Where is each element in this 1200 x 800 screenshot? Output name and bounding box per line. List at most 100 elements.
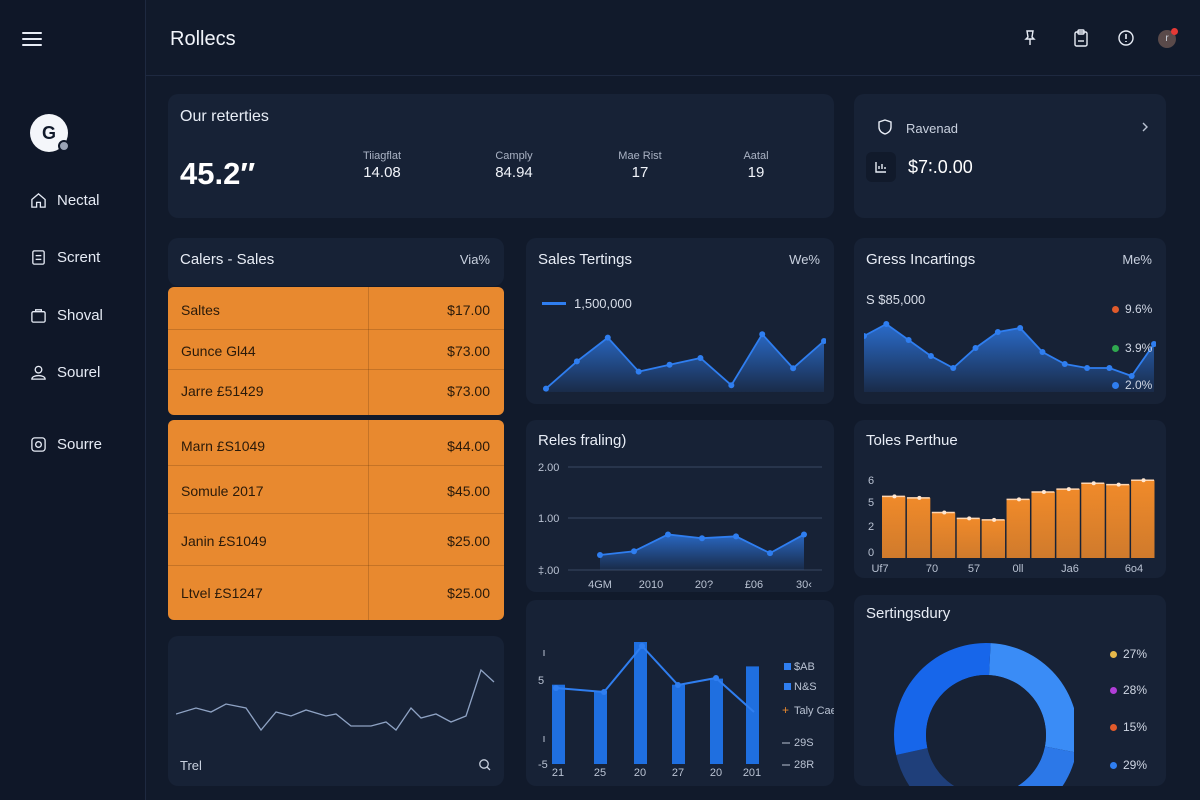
data-point — [967, 516, 972, 521]
sales-table-group: Marn £S1049 $44.00 Somule 2017 $45.00 Ja… — [168, 420, 504, 620]
data-point — [597, 552, 603, 559]
stat-label: Tiiagflat — [362, 150, 402, 162]
legend-label: $AB — [794, 661, 815, 673]
bar — [710, 678, 723, 764]
x-tick-label: 0ll — [1012, 563, 1023, 575]
data-point — [917, 495, 922, 500]
stat-value: 19 — [747, 164, 765, 181]
sidebar-item-shoval[interactable]: Shoval — [30, 303, 103, 327]
donut-slice — [1017, 746, 1074, 786]
data-point — [699, 535, 705, 542]
series-line — [555, 644, 755, 713]
sidebar-item-label: Sourre — [57, 435, 103, 453]
data-point — [759, 331, 766, 338]
y-tick-label: 6 — [868, 475, 874, 487]
stat-item: Aatal 19 — [738, 150, 774, 181]
x-tick-label: 57 — [968, 563, 980, 575]
revenue-card[interactable]: Ravenad $7∶.0.00 — [854, 94, 1166, 218]
search-icon[interactable] — [478, 758, 492, 772]
series-line — [545, 332, 825, 390]
row-value: $44.00 — [447, 438, 490, 454]
data-point — [994, 329, 1001, 335]
data-point — [1141, 478, 1146, 483]
bar — [746, 666, 759, 764]
data-point — [713, 675, 719, 681]
rates-card: Reles fraling) 2.00 1.00 ‡.00 4GM 2010 20? £06… — [526, 420, 834, 592]
clipboard-icon[interactable] — [1071, 28, 1091, 48]
x-tick-label: £06 — [745, 579, 763, 591]
data-point — [883, 321, 890, 327]
stat-value: 17 — [631, 164, 649, 181]
sidebar-item-sourre[interactable]: Sourre — [30, 432, 102, 456]
y-tick-label: ‡.00 — [538, 565, 559, 577]
legend-swatch — [542, 302, 566, 305]
table-row[interactable]: Gunce Gl44 $73.00 — [168, 330, 504, 370]
brand-logo[interactable]: G — [30, 114, 68, 152]
data-point — [553, 685, 559, 691]
sidebar-item-sourel[interactable]: Sourel — [30, 360, 100, 384]
stat-label: Mae Rist — [618, 150, 662, 162]
avatar[interactable]: r — [1158, 28, 1178, 48]
status-dot — [58, 140, 70, 152]
legend-label: 3.9% — [1125, 341, 1153, 355]
legend-dot — [1110, 650, 1117, 658]
bars-chart: 5 -5 21 25 20 27 20 201 $AB N&S + Taly Caelk 29S 28R — [538, 642, 834, 779]
stat-value: 84.94 — [495, 164, 533, 181]
row-name: Marn £S1049 — [181, 438, 266, 454]
legend-label: 2.0% — [1125, 378, 1153, 392]
x-tick-label: 25 — [594, 767, 606, 779]
stat-item: Mae Rist 17 — [616, 150, 664, 181]
bar — [882, 496, 906, 558]
x-tick-label: 201 — [743, 767, 761, 779]
data-point — [543, 385, 549, 392]
x-tick-label: 4GM — [588, 579, 612, 591]
data-point — [790, 365, 797, 372]
chevron-right-icon[interactable] — [1140, 122, 1150, 132]
x-tick-label: 20 — [634, 767, 646, 779]
table-row[interactable]: Ltvel £S1247 $25.00 — [168, 566, 504, 620]
revenue-value: $7∶.0.00 — [908, 157, 973, 177]
legend-item: 2.0% — [1112, 378, 1152, 392]
row-value: $17.00 — [447, 302, 490, 318]
row-name: Janin £S1049 — [181, 533, 267, 549]
donut-chart — [894, 643, 1074, 786]
table-row[interactable]: Saltes $17.00 — [168, 287, 504, 330]
sidebar-item-nectal[interactable]: Nectal — [30, 188, 100, 212]
bar — [1056, 489, 1080, 558]
donut-card: Sertingsdury 27% 28% 15% 29% — [854, 595, 1166, 786]
data-point — [1091, 481, 1096, 486]
legend-label: N&S — [794, 681, 817, 693]
pin-icon[interactable] — [1020, 28, 1040, 48]
bar — [1006, 499, 1030, 558]
sales-tertings-chart — [543, 331, 826, 392]
trend-card: Trel — [168, 636, 504, 786]
y-tick-label: 1.00 — [538, 513, 559, 525]
bar — [634, 642, 647, 764]
sidebar-item-scrent[interactable]: Scrent — [30, 245, 100, 269]
legend-item: 29% — [1110, 758, 1147, 772]
data-point — [864, 333, 867, 339]
data-point — [1017, 497, 1021, 502]
table-row[interactable]: Janin £S1049 $25.00 — [168, 514, 504, 566]
gross-card: Gress Incartings Me% S $85,000 9.6% 3.9%… — [854, 238, 1166, 404]
menu-icon[interactable] — [22, 30, 44, 48]
legend-marker: + — [782, 703, 789, 717]
tolls-title: Toles Perthue — [866, 432, 958, 449]
alert-icon[interactable] — [1116, 28, 1136, 48]
briefcase-icon — [31, 308, 46, 323]
top-bar: Rollecs r — [146, 0, 1200, 76]
table-row[interactable]: Somule 2017 $45.00 — [168, 466, 504, 514]
legend-label: 15% — [1123, 720, 1148, 734]
data-point — [675, 682, 681, 688]
legend-item: 28% — [1110, 683, 1147, 697]
overview-title: Our reterties — [180, 108, 269, 125]
bar — [1031, 492, 1055, 558]
chart-icon — [875, 162, 886, 173]
data-point — [601, 689, 607, 695]
row-value: $73.00 — [447, 383, 490, 399]
table-row[interactable]: Jarre £51429 $73.00 — [168, 370, 504, 415]
table-row[interactable]: Marn £S1049 $44.00 — [168, 420, 504, 466]
x-tick-label: 27 — [672, 767, 684, 779]
shield-icon — [878, 119, 892, 135]
sidebar: G Nectal Scrent Shoval Sourel Sourre — [0, 0, 146, 800]
